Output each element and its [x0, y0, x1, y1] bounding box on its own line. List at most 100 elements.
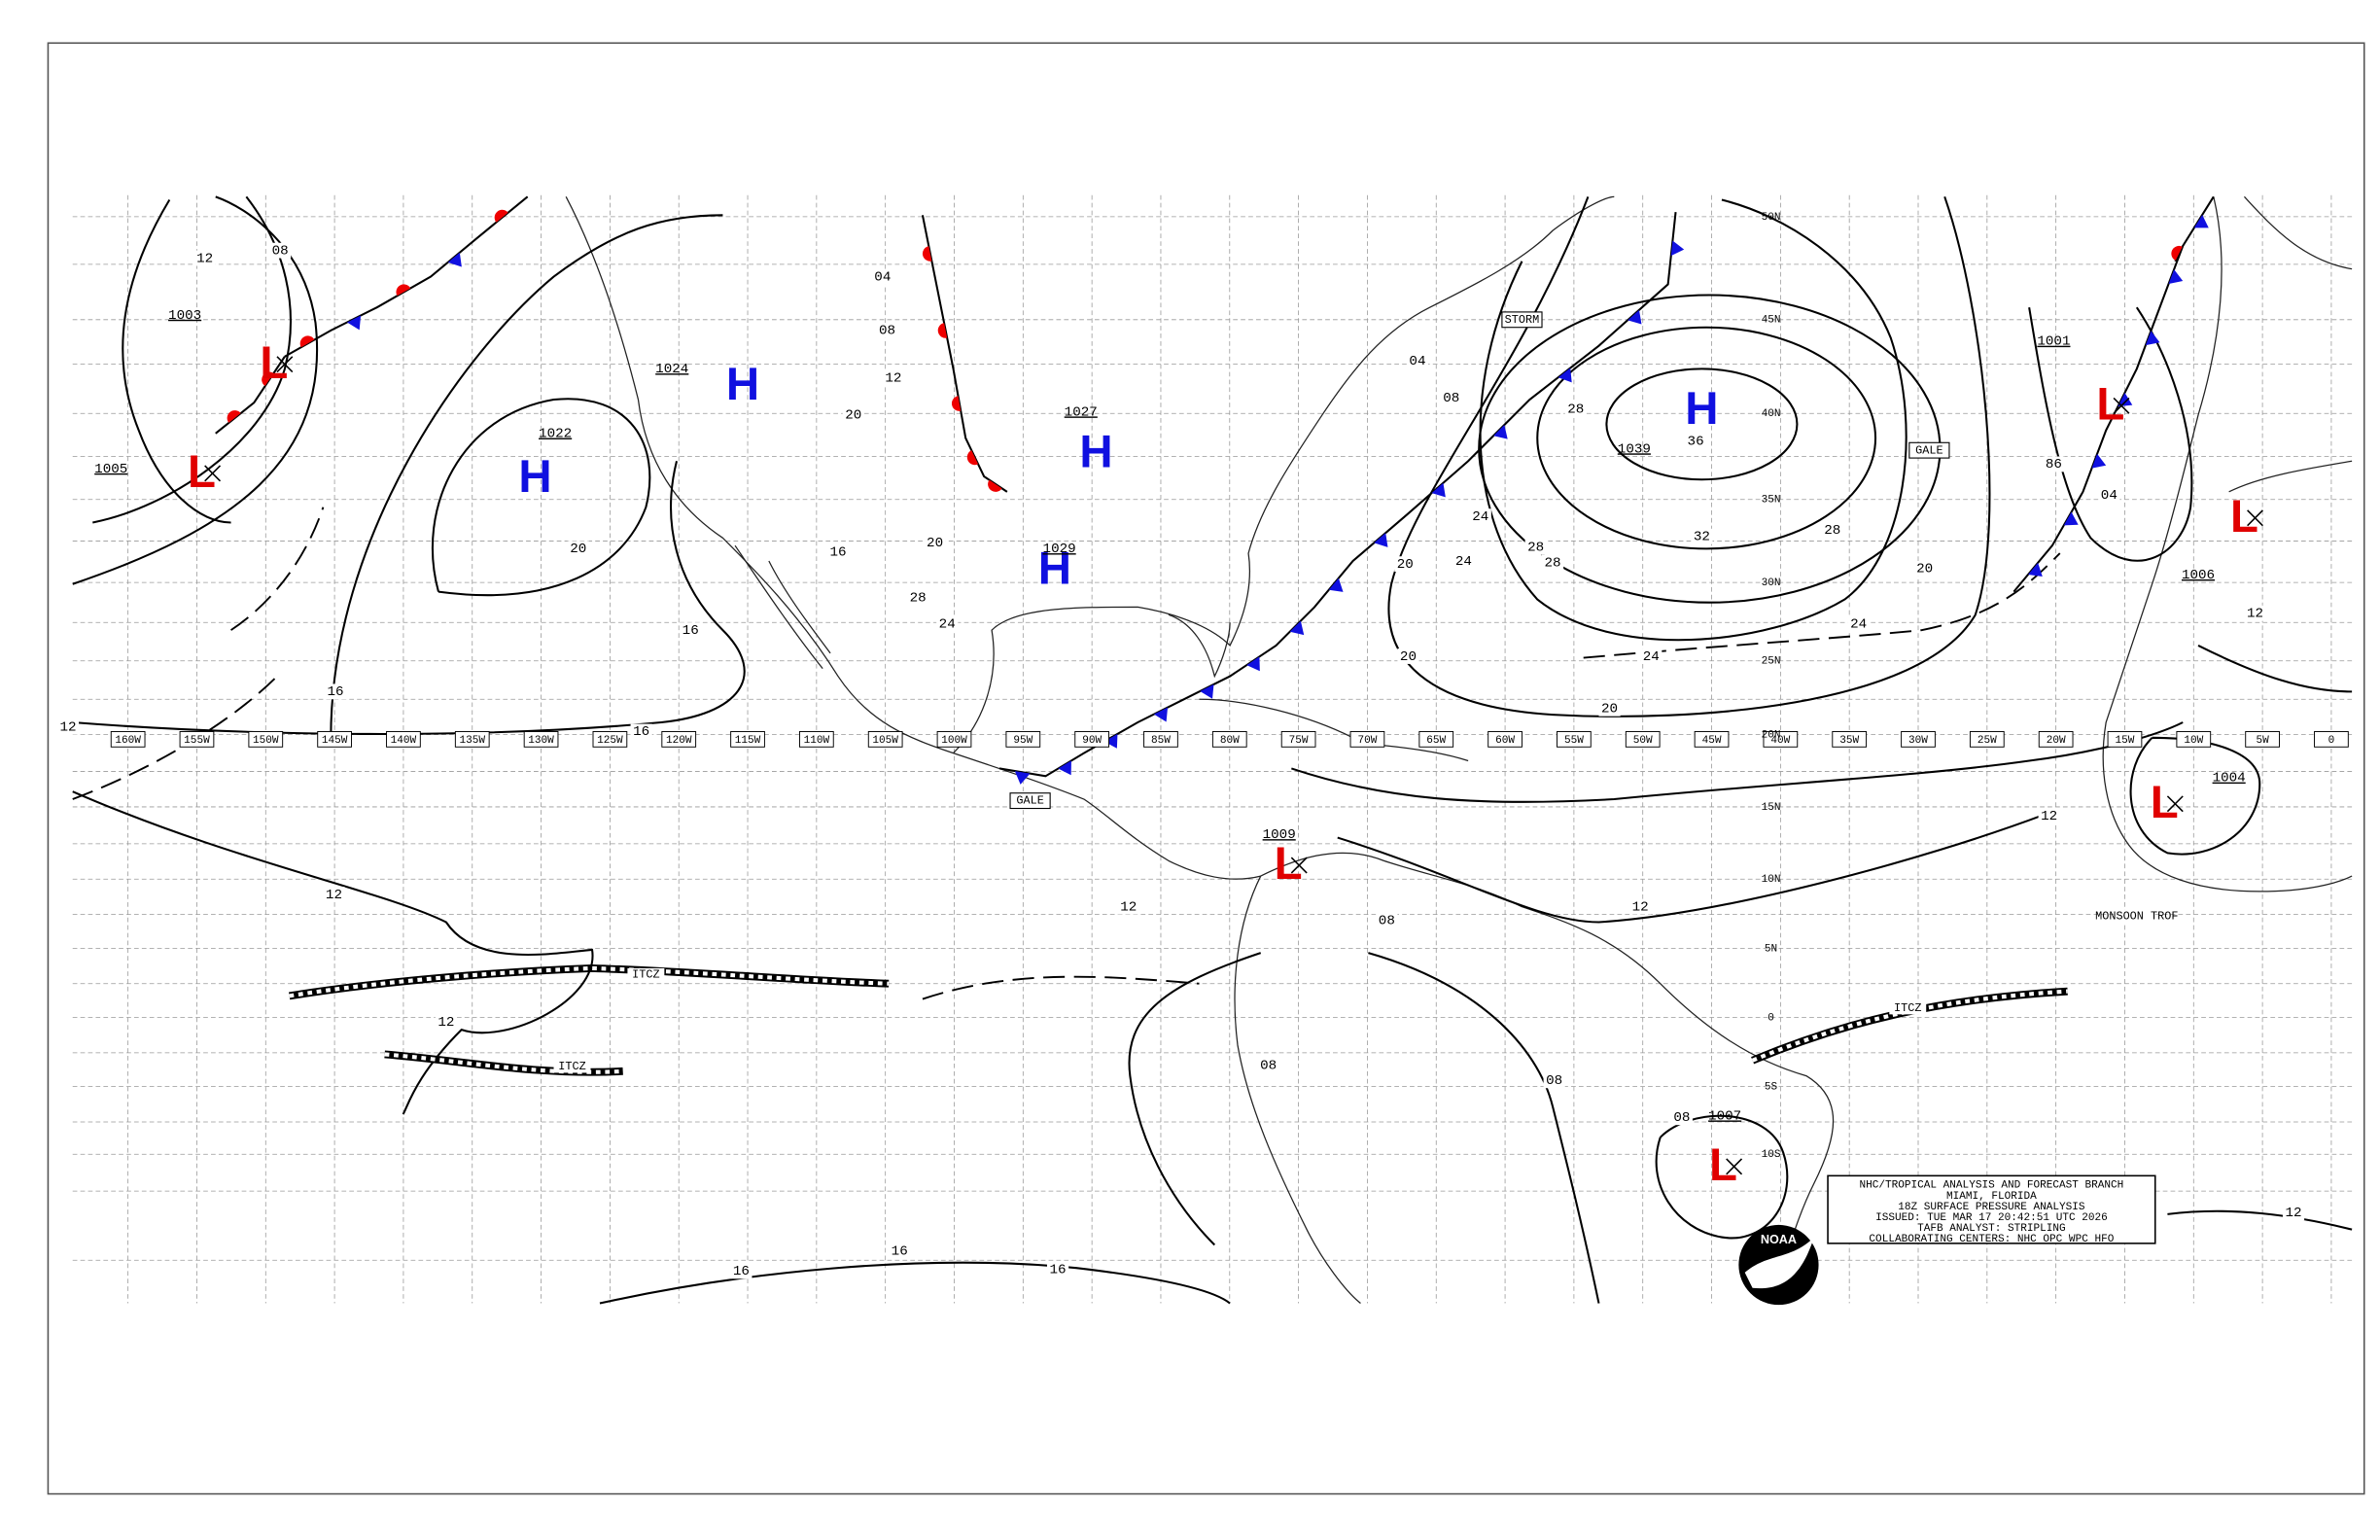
isobar-label: 08	[1673, 1110, 1690, 1126]
isobar	[1605, 368, 1799, 481]
noaa-logo-bird	[1744, 1237, 1814, 1289]
lon-label: 40W	[1770, 735, 1790, 747]
isobar-label: 20	[845, 408, 861, 424]
isobar-label-bg	[924, 535, 946, 550]
warm-front-pip	[2171, 245, 2183, 261]
center-pressure: 1007	[1708, 1108, 1741, 1124]
center-symbol: H	[726, 359, 759, 410]
isobar-label-bg	[1376, 913, 1398, 928]
lon-label-box	[2038, 731, 2074, 748]
isobar-label-bg	[1452, 553, 1475, 569]
itcz-band	[288, 963, 890, 1000]
isobar	[2167, 1209, 2353, 1231]
warm-front-pip	[988, 479, 1002, 492]
lon-label-box	[1280, 731, 1316, 748]
feature-label: ITCZ	[1894, 1001, 1921, 1015]
lat-label: 35N	[1762, 495, 1781, 507]
cold-front-pip	[2118, 392, 2133, 407]
lon-label: 10W	[2184, 735, 2203, 747]
center-symbol: H	[1685, 383, 1718, 435]
warm-front-pip	[299, 335, 315, 348]
lon-label-box	[798, 731, 834, 748]
africa-coast	[2102, 196, 2353, 892]
lon-label: 55W	[1564, 735, 1584, 747]
lon-label-box	[1901, 731, 1936, 748]
isobar-label-bg	[936, 615, 959, 632]
isobar-label: 08	[1260, 1058, 1277, 1073]
isobar	[1368, 952, 1600, 1304]
isobar-label-bg	[1397, 648, 1419, 664]
baja-coast	[734, 544, 831, 670]
center-x	[1726, 1158, 1743, 1175]
lon-label-box	[592, 731, 628, 748]
center-pressure: 1001	[2037, 334, 2070, 350]
cold-front-pip	[2091, 453, 2107, 469]
isobar	[2129, 736, 2261, 856]
isobar	[1536, 326, 1877, 550]
isobar	[122, 198, 231, 524]
lon-label: 50W	[1633, 735, 1653, 747]
info-line: COLLABORATING CENTERS: NHC OPC WPC HFO	[1869, 1234, 2114, 1245]
isobar-label: 20	[1400, 649, 1417, 665]
isobar-label: 16	[633, 724, 649, 740]
isobar-label-bg	[269, 242, 292, 259]
front-line	[215, 356, 286, 435]
isobar-label-bg	[2282, 1205, 2305, 1221]
lon-label: 95W	[1013, 735, 1032, 747]
lon-label: 35W	[1839, 735, 1859, 747]
lon-label: 120W	[666, 735, 692, 747]
lon-label-box	[1488, 731, 1522, 748]
cold-front-pip	[1558, 368, 1572, 383]
cold-front-pip	[1328, 578, 1344, 592]
cold-front-pip	[2168, 269, 2184, 284]
isobar-label: 20	[1916, 562, 1933, 578]
lon-label: 80W	[1220, 735, 1240, 747]
itcz-band	[384, 1052, 623, 1074]
lon-label: 25W	[1978, 735, 1997, 747]
info-line: NHC/TROPICAL ANALYSIS AND FORECAST BRANC…	[1860, 1180, 2124, 1192]
feature-label: GALE	[1016, 794, 1043, 808]
cold-front-pip	[1246, 656, 1260, 672]
lon-label: 135W	[459, 735, 485, 747]
isobar-label-bg	[2043, 456, 2065, 472]
center-pressure: 1004	[2213, 771, 2246, 787]
isobar-label: 20	[1397, 557, 1414, 573]
isobar-label: 20	[570, 542, 586, 557]
center-pressure: 1039	[1618, 441, 1651, 457]
warm-front-pip	[227, 410, 241, 423]
lon-label-box	[1832, 731, 1868, 748]
isobar	[599, 1261, 1231, 1305]
lon-label: 100W	[941, 735, 967, 747]
isobars	[72, 195, 2353, 1305]
cold-front-pip	[1493, 425, 1508, 439]
lon-label-box	[1694, 731, 1730, 748]
isobar-label-bg	[1543, 1072, 1565, 1089]
isobar-label: 16	[328, 684, 344, 700]
isobar-label: 28	[1824, 523, 1840, 539]
info-box: NHC/TROPICAL ANALYSIS AND FORECAST BRANC…	[1738, 1174, 2156, 1306]
coastlines	[565, 195, 2353, 1305]
lat-label: 40N	[1762, 408, 1781, 420]
isobar-label-bg	[1640, 648, 1662, 664]
lon-label-box	[523, 731, 559, 748]
lat-label: 5S	[1765, 1082, 1778, 1094]
lon-label: 60W	[1495, 735, 1515, 747]
warm-front-pip	[937, 323, 948, 338]
center-pressure: 1005	[94, 462, 127, 477]
isobar-label: 16	[1050, 1263, 1067, 1278]
lon-label-box	[2107, 731, 2143, 748]
lon-label: 125W	[597, 735, 623, 747]
center-symbol: H	[1038, 543, 1071, 595]
warm-front-pip	[494, 209, 508, 223]
cold-front-pip	[1153, 707, 1169, 722]
lon-label-box	[1625, 731, 1661, 748]
center-x	[2113, 397, 2130, 414]
isobar-label-bg	[1598, 700, 1621, 717]
lat-label: 10S	[1762, 1149, 1781, 1161]
isobar-label: 12	[438, 1015, 454, 1031]
isobar-label: 04	[1409, 354, 1425, 369]
isobar	[2197, 645, 2353, 693]
isobar-label: 16	[829, 544, 846, 560]
lon-label: 150W	[253, 735, 279, 747]
lon-label-box	[867, 731, 903, 748]
